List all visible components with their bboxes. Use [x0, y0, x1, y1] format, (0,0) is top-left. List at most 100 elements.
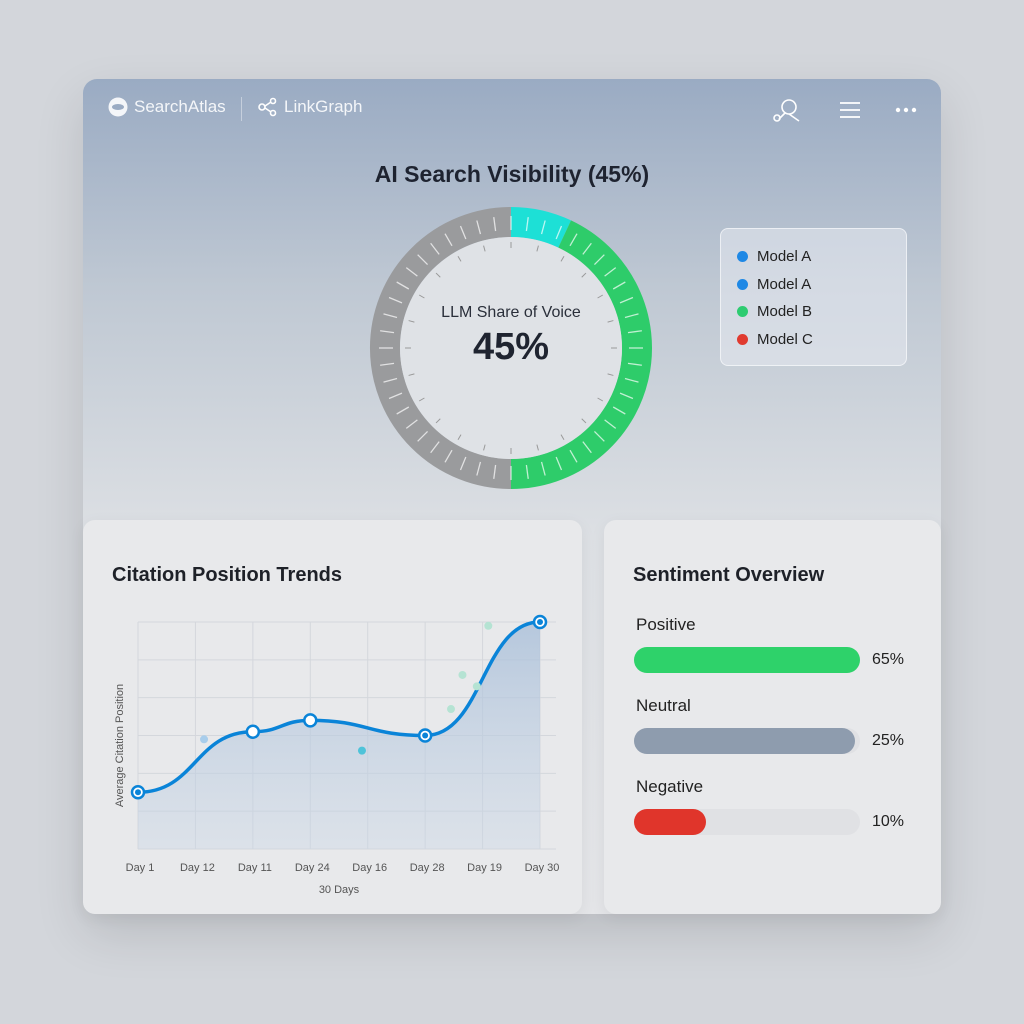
donut-tick [624, 377, 639, 383]
scatter-point [484, 621, 493, 630]
donut-tick [444, 233, 453, 247]
sentiment-percent: 25% [872, 732, 905, 749]
donut-tick [525, 464, 529, 479]
scatter-point [472, 682, 481, 691]
scatter-point [200, 735, 209, 744]
brand-name: LinkGraph [284, 97, 363, 116]
donut-tick [612, 406, 626, 415]
divider [241, 97, 242, 121]
citation-chart: Day 1 Day 12 Day 11 Day 24 Day 16 Day 28 Day 1… [114, 614, 560, 896]
data-point[interactable] [303, 713, 318, 728]
sentiment-label: Negative [636, 777, 704, 796]
donut-inner-tick [483, 444, 486, 451]
donut-tick [396, 281, 410, 290]
chart-title: Citation Position Trends [112, 564, 343, 586]
donut-inner-tick [408, 320, 415, 323]
donut-tick [582, 441, 592, 454]
donut-inner-tick [457, 255, 462, 262]
menu-icon[interactable] [839, 101, 861, 119]
donut-inner-tick [408, 373, 415, 376]
brand-name: SearchAtlas [134, 97, 226, 116]
donut-inner-tick [581, 272, 587, 278]
sentiment-title: Sentiment Overview [633, 564, 825, 586]
donut-tick [430, 441, 440, 454]
donut-tick [604, 419, 617, 429]
donut-tick [476, 461, 482, 476]
donut-tick [417, 430, 429, 442]
data-point[interactable] [245, 724, 261, 739]
donut-tick [444, 449, 453, 463]
x-tick-label: Day 24 [295, 862, 330, 874]
donut-inner-tick [435, 418, 441, 424]
donut-tick [388, 392, 403, 400]
x-tick-label: Day 28 [410, 862, 445, 874]
area-fill [138, 622, 540, 849]
legend-item: Model B [737, 298, 890, 326]
data-point-core [537, 619, 543, 625]
donut-tick [476, 220, 482, 235]
x-axis-label: 30 Days [319, 884, 360, 896]
legend-dot [737, 333, 748, 345]
sentiment-card: Sentiment Overview Positive 65% Neutral 2… [604, 520, 941, 914]
scatter-point [357, 746, 366, 755]
donut-tick [430, 242, 440, 255]
search-person-icon[interactable] [771, 97, 805, 125]
visibility-title: AI Search Visibility (45%) [374, 161, 650, 187]
donut-tick [624, 313, 639, 319]
x-tick-label: Day 30 [525, 862, 560, 874]
legend-item: Model C [737, 326, 890, 354]
x-tick-label: Day 12 [180, 862, 215, 874]
donut-tick [525, 217, 529, 232]
donut-segment-cyan [510, 207, 572, 248]
donut-tick [383, 377, 398, 383]
donut-tick [493, 464, 497, 479]
sentiment-bar-track [634, 728, 860, 754]
sentiment-percent: 65% [872, 651, 905, 668]
dashboard-window: SearchAtlas LinkGraph AI Search Visibili… [83, 79, 941, 914]
citation-trends-card: Citation Position Trends Day 1 Day 12 Day … [83, 520, 582, 914]
donut-center: LLM Share of Voice 45% [369, 304, 653, 369]
brand-linkgraph[interactable]: LinkGraph [258, 97, 362, 117]
sentiment-label: Neutral [636, 696, 691, 715]
legend-item: Model A [737, 243, 890, 271]
donut-tick [619, 296, 634, 304]
donut-tick [540, 461, 546, 476]
donut-inner-tick [435, 272, 441, 278]
donut-tick [604, 267, 617, 277]
donut-tick [612, 281, 626, 290]
more-icon[interactable] [895, 106, 917, 114]
donut-tick [396, 406, 410, 415]
donut-tick [627, 362, 642, 366]
x-tick-label: Day 16 [352, 862, 387, 874]
x-tick-label: Day 19 [467, 862, 502, 874]
donut-tick [582, 242, 592, 255]
legend-label: Model C [757, 330, 813, 348]
donut-tick [459, 225, 467, 240]
sentiment-bar-fill [634, 728, 856, 754]
donut-tick [405, 419, 418, 429]
share-nodes-icon [258, 97, 277, 117]
donut-inner-tick [560, 434, 565, 441]
legend-label: Model A [757, 248, 812, 266]
donut-inner-tick [418, 397, 425, 402]
sentiment-bar-track [634, 647, 860, 673]
share-of-voice-donut [370, 207, 652, 489]
legend-label: Model A [757, 275, 812, 293]
scatter-point [458, 670, 467, 679]
x-tick-label: Day 11 [238, 862, 272, 874]
donut-inner-tick [560, 255, 565, 262]
sentiment-bar-fill [634, 809, 707, 835]
donut-inner-tick [581, 418, 587, 424]
sentiment-bar-track [634, 809, 860, 835]
legend-item: Model A [737, 271, 890, 299]
donut-tick [619, 392, 634, 400]
donut-inner-tick [483, 245, 486, 252]
donut-tick [417, 254, 429, 266]
donut-inner-tick [418, 294, 425, 299]
donut-tick [493, 217, 497, 232]
legend: Model A Model A Model B Model C [720, 228, 907, 366]
legend-label: Model B [757, 303, 813, 321]
donut-inner-tick [536, 444, 539, 451]
donut-inner-tick [597, 294, 604, 299]
brand-searchatlas[interactable]: SearchAtlas [108, 97, 226, 117]
